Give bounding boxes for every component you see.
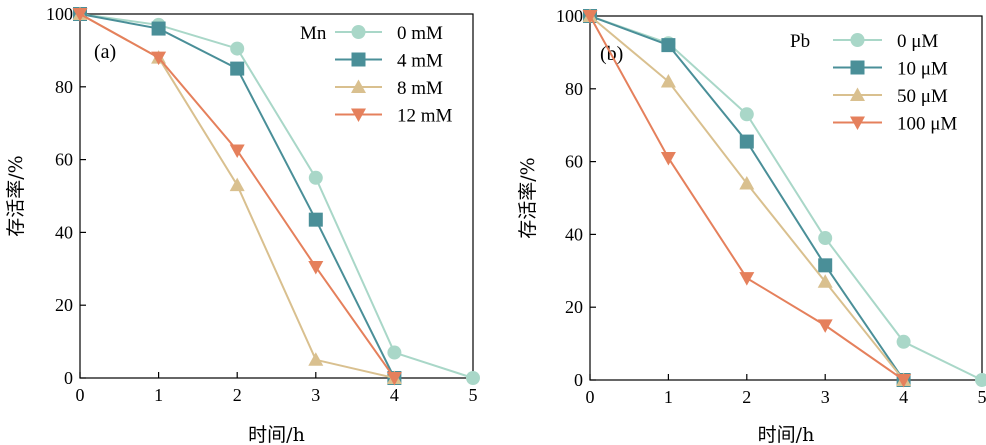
data-point <box>739 107 754 122</box>
legend-label: 0 mM <box>397 23 443 44</box>
x-tick-label: 4 <box>899 387 908 407</box>
x-tick-label: 1 <box>154 385 163 405</box>
x-tick-label: 0 <box>76 385 85 405</box>
series-line <box>589 15 983 381</box>
data-point <box>230 41 245 56</box>
y-tick-label: 20 <box>565 297 583 317</box>
data-point <box>739 175 755 190</box>
data-point <box>582 10 598 24</box>
plot-frame <box>589 15 983 381</box>
series-100-μM <box>582 10 912 388</box>
series-12-mM <box>72 8 402 386</box>
legend-label: 4 mM <box>397 51 443 72</box>
legend-title: Pb <box>790 31 810 52</box>
data-point <box>896 334 911 349</box>
legend: Pb 0 μM 10 μM 50 μM 100 μM <box>790 31 957 135</box>
data-point <box>308 260 324 275</box>
x-tick-label: 2 <box>742 387 751 407</box>
legend-marker <box>351 79 366 93</box>
legend-label: 12 mM <box>397 106 453 127</box>
x-axis-title: 时间/h <box>758 424 815 445</box>
data-point <box>975 373 986 387</box>
y-tick-label: 40 <box>565 224 583 244</box>
y-tick-label: 40 <box>55 222 73 242</box>
data-point <box>308 212 323 227</box>
data-point <box>308 170 323 185</box>
legend-label: 0 μM <box>897 31 938 52</box>
data-point <box>229 177 245 192</box>
x-tick-label: 2 <box>233 385 242 405</box>
x-tick-label: 3 <box>311 385 320 405</box>
data-point <box>661 38 676 53</box>
plot-frame <box>79 13 474 379</box>
legend-marker <box>351 52 366 67</box>
y-tick-label: 100 <box>556 6 583 26</box>
legend-marker <box>351 25 366 39</box>
y-tick-label: 60 <box>565 152 583 172</box>
y-tick-label: 0 <box>64 368 73 388</box>
legend-title: Mn <box>300 23 327 44</box>
y-axis-title: 存活率/% <box>5 155 27 236</box>
data-point <box>230 61 245 76</box>
y-tick-label: 60 <box>55 150 73 170</box>
data-point <box>466 371 480 385</box>
legend-label: 10 μM <box>897 59 948 80</box>
x-tick-label: 5 <box>978 387 986 407</box>
data-point <box>817 274 833 288</box>
y-tick-label: 100 <box>46 4 73 24</box>
legend-marker <box>850 60 865 75</box>
x-tick-label: 5 <box>469 385 478 405</box>
data-point <box>151 51 167 66</box>
y-tick-label: 20 <box>55 295 73 315</box>
x-tick-label: 3 <box>821 387 830 407</box>
legend-label: 8 mM <box>397 78 443 99</box>
y-axis-title: 存活率/% <box>517 157 539 238</box>
panel-a-mn: 0 1 2 3 4 5 0 20 40 60 80 100 时间/h 存活率/% (a) Mn 0 mM 4 mM… <box>5 4 480 445</box>
data-point <box>818 231 833 246</box>
data-point <box>739 272 755 286</box>
x-axis-title: 时间/h <box>248 424 305 445</box>
data-point <box>818 258 833 273</box>
x-tick-label: 1 <box>664 387 673 407</box>
legend-marker <box>850 116 865 130</box>
y-tick-label: 80 <box>55 77 73 97</box>
series-line <box>79 13 474 379</box>
legend-marker <box>351 108 366 122</box>
data-point <box>386 372 402 386</box>
x-tick-label: 0 <box>586 387 595 407</box>
x-tick-label: 4 <box>390 385 399 405</box>
legend: Mn 0 mM 4 mM 8 mM 12 mM <box>300 23 453 127</box>
data-point <box>817 319 833 333</box>
y-tick-label: 0 <box>574 370 583 390</box>
data-point <box>308 352 324 366</box>
legend-marker <box>850 87 865 101</box>
data-point <box>896 374 912 388</box>
data-point <box>229 144 245 158</box>
data-point <box>660 151 676 166</box>
legend-label: 50 μM <box>897 86 948 107</box>
legend-marker <box>850 33 865 47</box>
data-point <box>151 21 166 36</box>
data-point <box>739 134 754 149</box>
data-point <box>72 8 88 22</box>
data-point <box>660 74 676 88</box>
panel-label: (a) <box>94 41 116 63</box>
legend-label: 100 μM <box>897 114 957 135</box>
y-tick-label: 80 <box>565 79 583 99</box>
data-point <box>387 345 402 360</box>
